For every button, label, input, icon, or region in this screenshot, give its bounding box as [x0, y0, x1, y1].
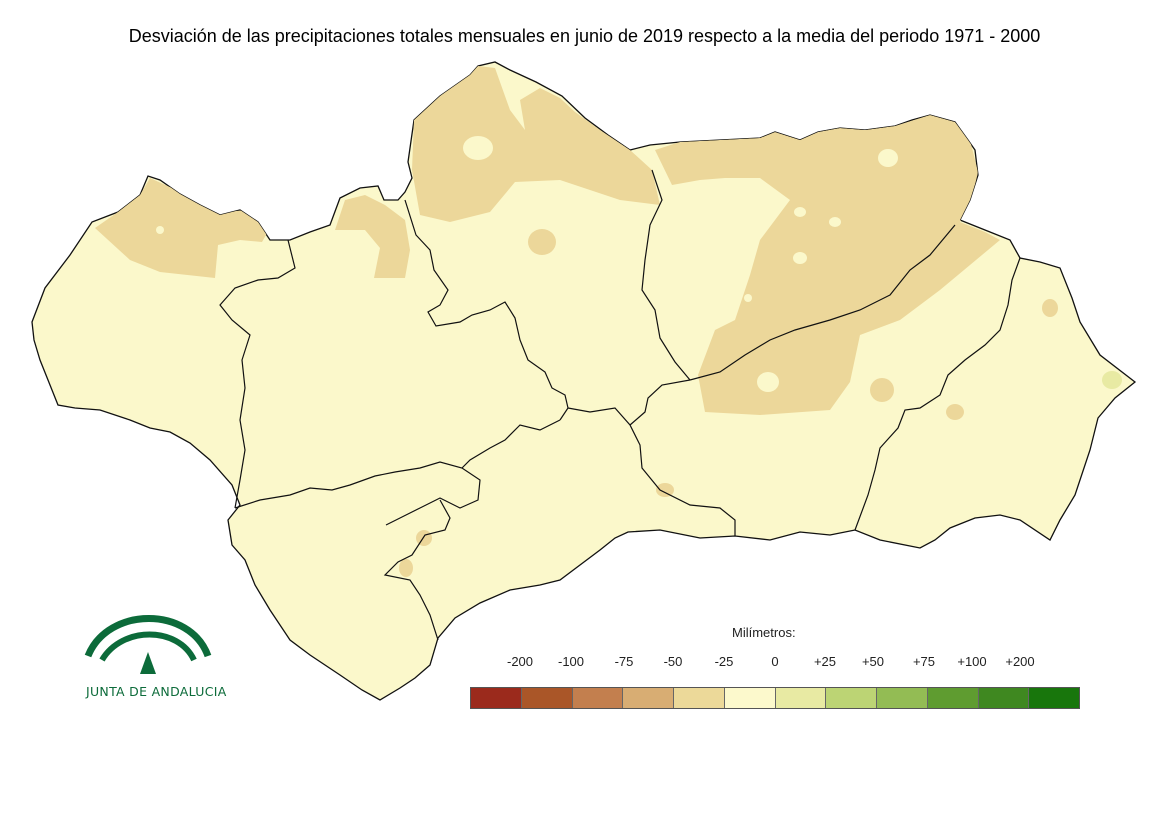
legend-tick: -100	[557, 654, 585, 669]
legend-swatch	[572, 688, 624, 708]
logo-text: JUNTA DE ANDALUCIA	[86, 684, 227, 699]
deficit-spot	[946, 404, 964, 420]
surplus-spot	[1102, 371, 1122, 389]
legend-tick: -25	[714, 654, 734, 669]
deficit-spot	[399, 559, 413, 577]
normal-spot	[829, 217, 841, 227]
deficit-area-huelva-north	[95, 178, 270, 278]
legend-color-bar	[470, 687, 1080, 709]
legend-swatch	[674, 688, 725, 708]
deficit-areas	[95, 66, 1058, 577]
legend-swatch	[1029, 688, 1079, 708]
legend-tick: -75	[614, 654, 634, 669]
province-borders	[219, 169, 1021, 641]
deficit-spot	[528, 229, 556, 255]
border-cordoba-granada	[567, 407, 736, 536]
deficit-area-sevilla-north	[335, 195, 410, 278]
legend-tick: -200	[506, 654, 534, 669]
legend-tick: +100	[957, 654, 987, 669]
legend-tick: +75	[912, 654, 936, 669]
legend-tick: +50	[861, 654, 885, 669]
logo-figure	[140, 652, 156, 674]
border-cadiz-north	[234, 461, 481, 526]
normal-spot	[793, 252, 807, 264]
legend-swatch	[471, 688, 522, 708]
legend-tick: 0	[771, 654, 779, 669]
legend-tick: -50	[663, 654, 683, 669]
map-title: Desviación de las precipitaciones totale…	[128, 26, 1041, 46]
legend-swatch	[826, 688, 877, 708]
deficit-area-jaen-granada	[655, 115, 1000, 415]
legend-swatch	[521, 688, 573, 708]
normal-spot	[757, 372, 779, 392]
border-cordoba-jaen	[641, 169, 691, 381]
border-sevilla-malaga	[461, 419, 561, 469]
legend-tick: +200	[1005, 654, 1035, 669]
border-malaga	[383, 499, 451, 641]
deficit-area-cordoba-north	[412, 66, 660, 222]
logo-arc-inner	[99, 631, 197, 662]
deficit-spot	[416, 530, 432, 546]
border-sevilla-cordoba	[404, 199, 569, 421]
normal-spot	[463, 136, 493, 160]
logo-arc-outer	[84, 615, 212, 658]
normal-spot	[156, 226, 164, 234]
deficit-spot	[870, 378, 894, 402]
deficit-spot	[656, 483, 674, 497]
legend-swatch	[724, 688, 776, 708]
legend-swatch	[623, 688, 674, 708]
normal-islands	[156, 136, 898, 392]
junta-de-andalucia-logo	[84, 615, 212, 674]
deficit-spot	[1042, 299, 1058, 317]
legend-swatch	[775, 688, 827, 708]
legend-swatch	[877, 688, 928, 708]
border-granada-almeria	[854, 257, 1021, 531]
border-cordoba-south	[629, 379, 691, 426]
normal-spot	[744, 294, 752, 302]
border-huelva-sevilla	[219, 239, 296, 509]
legend-swatch	[927, 688, 979, 708]
legend-tick: +25	[813, 654, 837, 669]
legend-swatch	[978, 688, 1030, 708]
normal-spot	[878, 149, 898, 167]
border-jaen-granada	[689, 224, 956, 381]
legend-title: Milímetros:	[732, 625, 796, 640]
normal-spot	[794, 207, 806, 217]
